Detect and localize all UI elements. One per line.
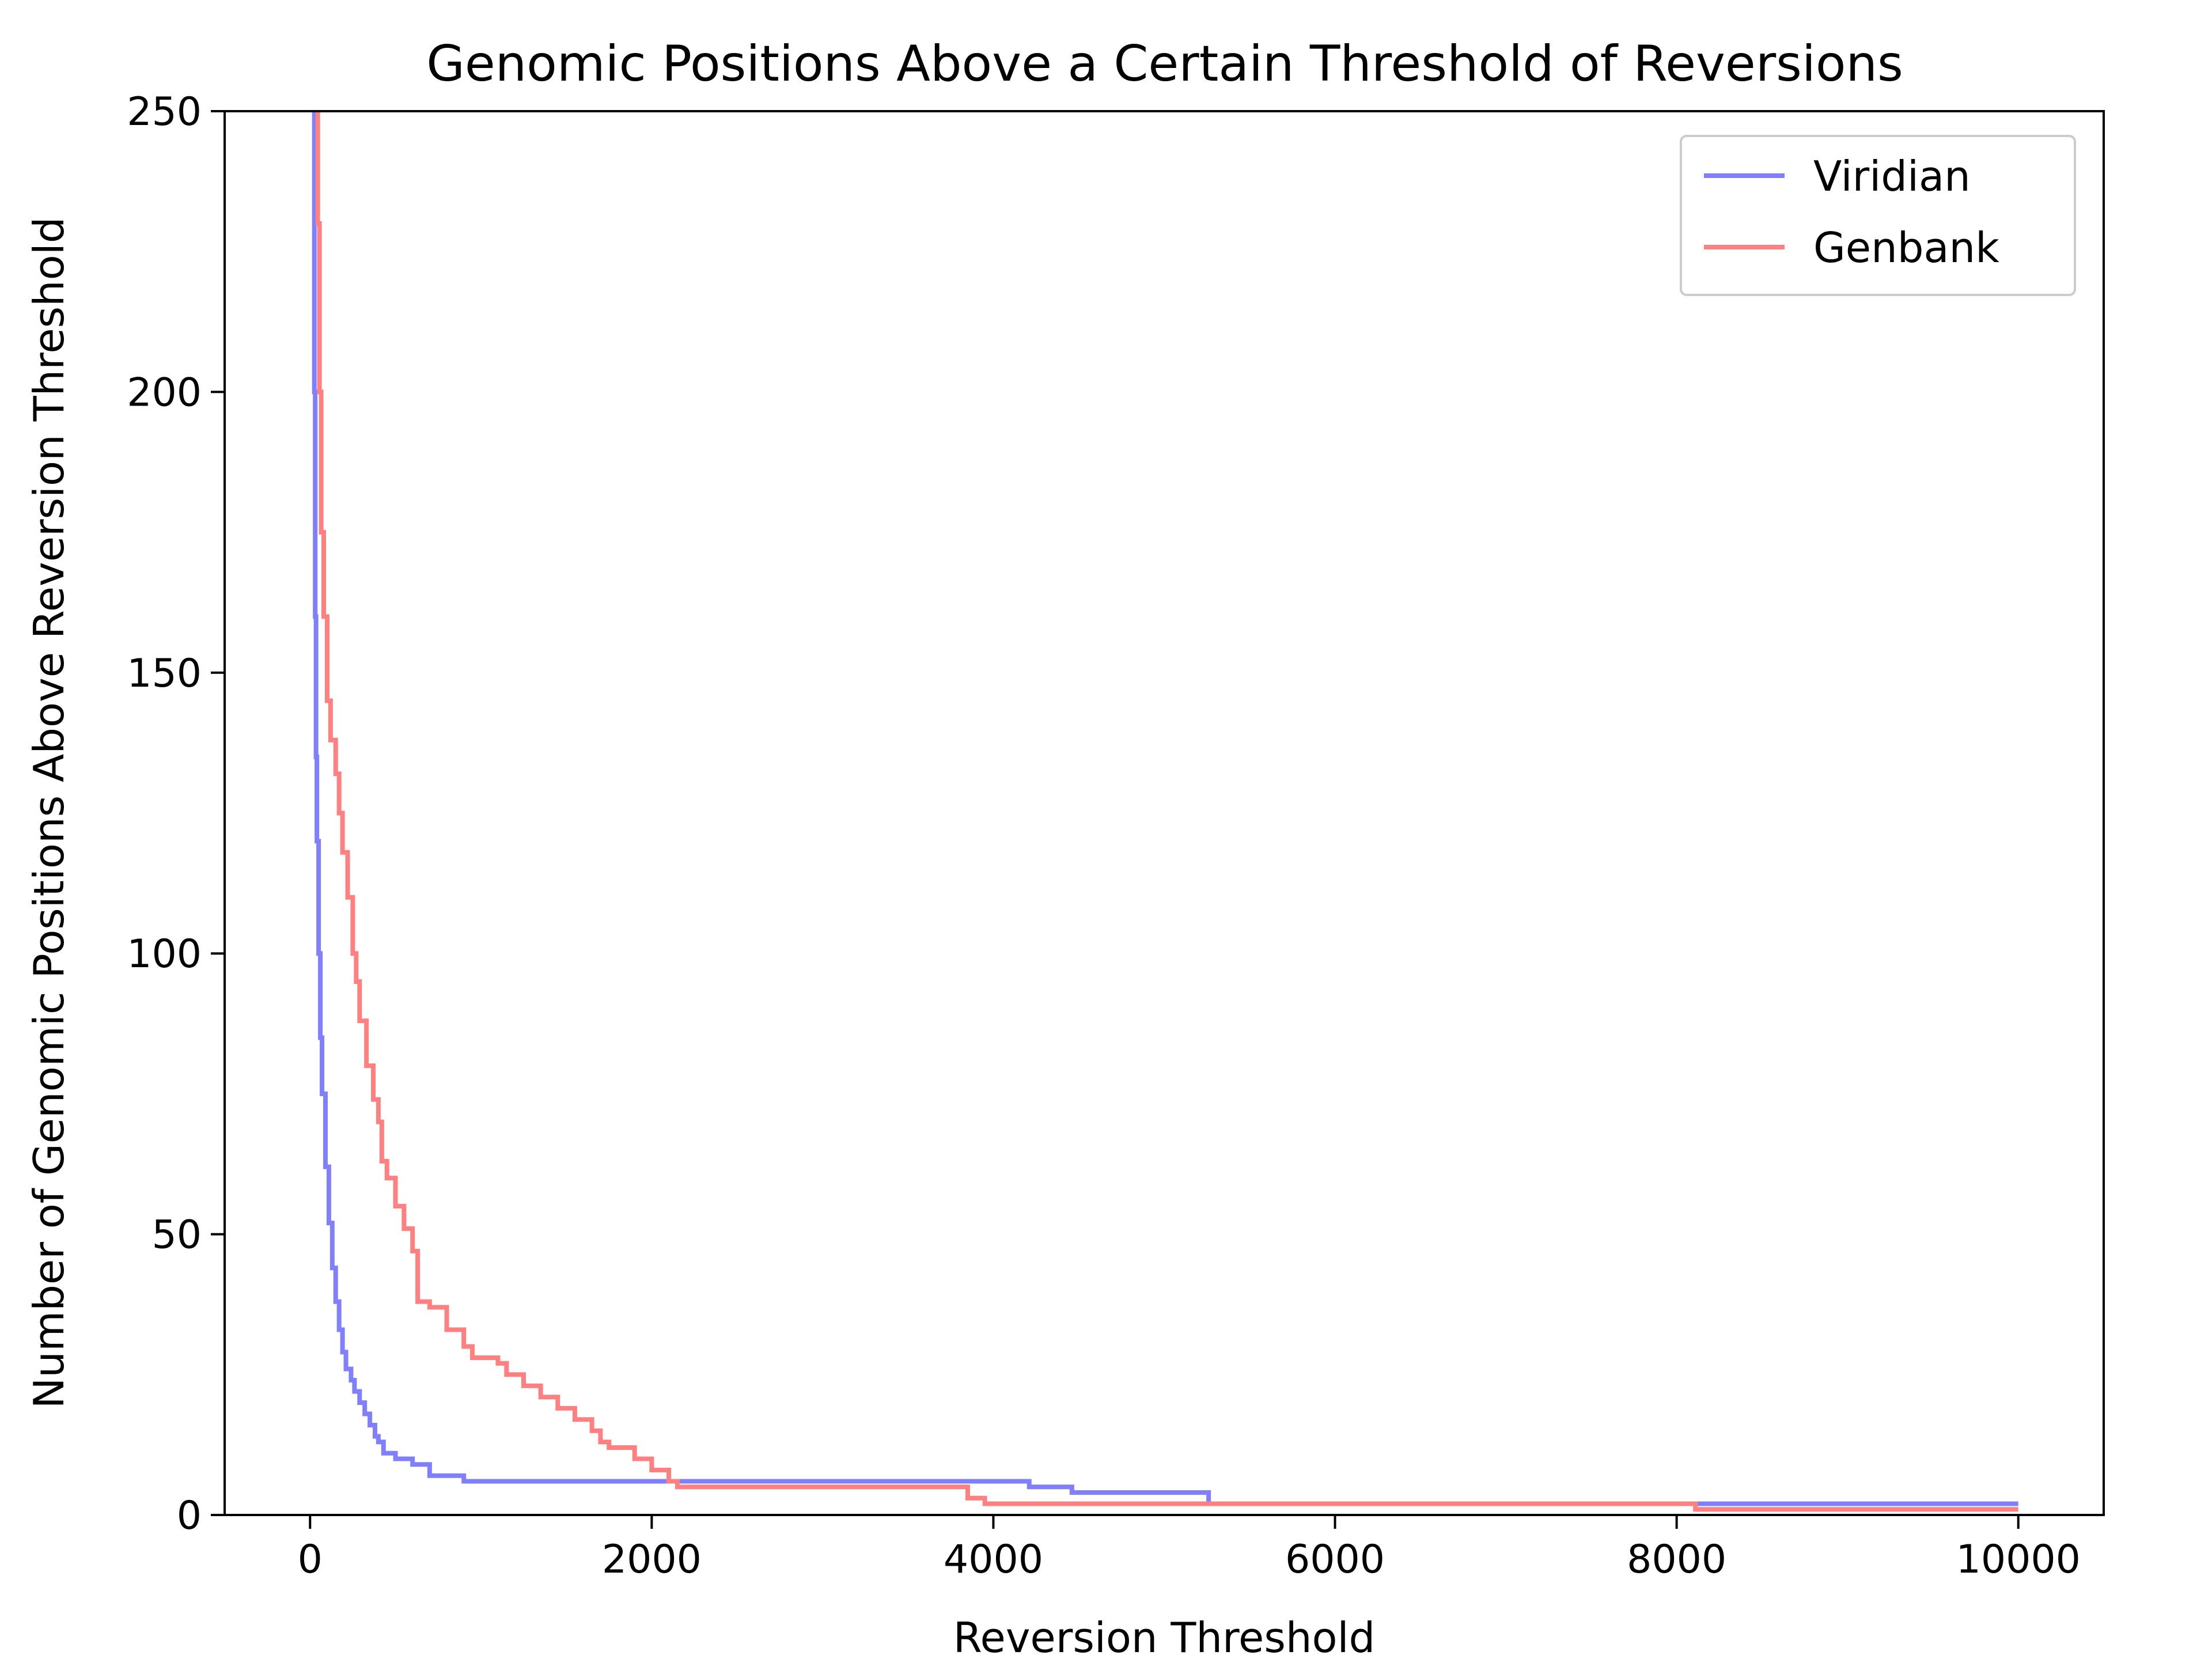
- x-tick-label: 8000: [1627, 1537, 1726, 1582]
- x-axis: 0 2000 4000 6000 8000 10000: [298, 1515, 2081, 1582]
- y-tick-label: 150: [127, 651, 202, 696]
- plot-frame: [224, 110, 2105, 1516]
- x-tick-label: 4000: [944, 1537, 1043, 1582]
- series-layer: [312, 111, 2018, 1512]
- x-axis-label: Reversion Threshold: [953, 1613, 1376, 1659]
- x-tick-label: 0: [298, 1537, 323, 1582]
- chart-title: Genomic Positions Above a Certain Thresh…: [426, 35, 1903, 93]
- y-tick-label: 0: [177, 1493, 202, 1539]
- legend: Viridian Genbank: [1680, 135, 2076, 296]
- y-axis-label: Number of Genomic Positions Above Revers…: [25, 217, 73, 1409]
- y-tick-label: 250: [127, 89, 202, 135]
- series-line-genbank: [315, 111, 2018, 1512]
- y-axis: 0 50 100 150 200 250: [127, 89, 225, 1539]
- y-tick-label: 100: [127, 931, 202, 977]
- legend-label-genbank: Genbank: [1813, 224, 1999, 272]
- y-tick-label: 50: [151, 1213, 202, 1258]
- series-line-viridian: [312, 111, 2018, 1506]
- legend-label-viridian: Viridian: [1813, 152, 1971, 200]
- x-tick-label: 10000: [1956, 1537, 2081, 1582]
- x-tick-label: 6000: [1285, 1537, 1385, 1582]
- y-tick-label: 200: [127, 370, 202, 415]
- x-tick-label: 2000: [602, 1537, 702, 1582]
